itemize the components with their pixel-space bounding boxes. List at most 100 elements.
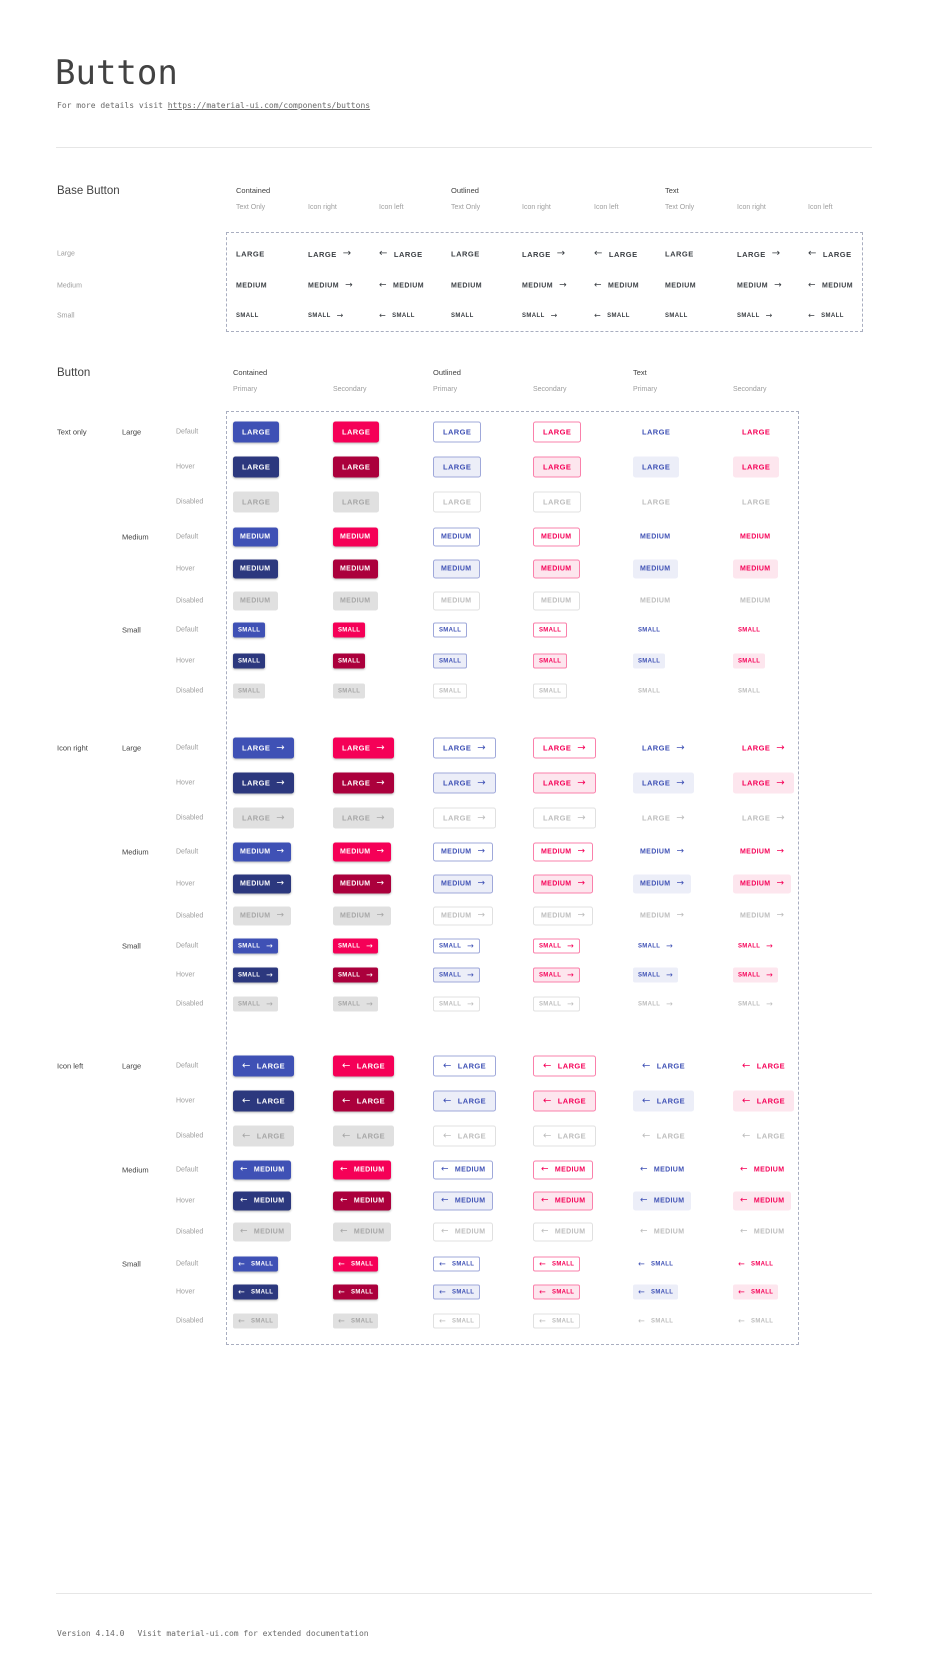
icon-left-contained-primary-large-hover-button[interactable]: ← LARGE [233, 1090, 295, 1112]
icon-left-outlined-primary-medium-default-button[interactable]: ← MEDIUM [433, 1160, 494, 1180]
base-contained-text-only-small-button[interactable]: SMALL [236, 313, 259, 319]
icon-left-contained-secondary-medium-disabled-button[interactable]: ← MEDIUM [333, 1222, 392, 1242]
base-contained-text-only-medium-button[interactable]: MEDIUM [236, 283, 267, 290]
base-contained-text-only-large-button[interactable]: LARGE [236, 250, 265, 259]
text-only-outlined-primary-large-hover-button[interactable]: LARGE [433, 456, 482, 478]
text-only-outlined-secondary-large-disabled-button[interactable]: LARGE [533, 491, 582, 513]
icon-left-contained-primary-medium-disabled-button[interactable]: ← MEDIUM [233, 1222, 292, 1242]
icon-left-contained-primary-medium-default-button[interactable]: ← MEDIUM [233, 1160, 292, 1180]
text-only-contained-secondary-large-default-button[interactable]: LARGE [333, 421, 380, 443]
base-outlined-text-only-medium-button[interactable]: MEDIUM [451, 283, 482, 290]
text-only-contained-primary-large-hover-button[interactable]: LARGE [233, 456, 280, 478]
icon-right-outlined-secondary-large-default-button[interactable]: LARGE → [533, 737, 597, 759]
base-text-text-only-small-button[interactable]: SMALL [665, 313, 688, 319]
icon-right-contained-primary-medium-hover-button[interactable]: MEDIUM → [233, 874, 292, 894]
icon-left-contained-secondary-large-hover-button[interactable]: ← LARGE [333, 1090, 395, 1112]
icon-left-contained-secondary-medium-hover-button[interactable]: ← MEDIUM [333, 1191, 392, 1211]
text-only-contained-primary-large-disabled-button[interactable]: LARGE [233, 491, 280, 513]
icon-left-text-secondary-large-default-button[interactable]: ← LARGE [733, 1056, 794, 1077]
icon-left-contained-primary-small-default-button[interactable]: ← SMALL [233, 1256, 279, 1272]
icon-right-outlined-primary-small-default-button[interactable]: SMALL → [433, 938, 481, 954]
icon-left-outlined-secondary-small-default-button[interactable]: ← SMALL [533, 1256, 581, 1272]
text-only-text-primary-large-hover-button[interactable]: LARGE [633, 456, 680, 478]
icon-right-outlined-primary-large-hover-button[interactable]: LARGE → [433, 772, 497, 794]
text-only-outlined-secondary-medium-default-button[interactable]: MEDIUM [533, 527, 580, 547]
icon-left-contained-secondary-medium-default-button[interactable]: ← MEDIUM [333, 1160, 392, 1180]
icon-right-text-secondary-large-default-button[interactable]: LARGE → [733, 738, 794, 759]
icon-right-text-secondary-small-hover-button[interactable]: SMALL → [733, 967, 779, 983]
icon-right-contained-secondary-large-default-button[interactable]: LARGE → [333, 737, 395, 759]
text-only-text-secondary-medium-disabled-button[interactable]: MEDIUM [733, 592, 778, 611]
text-only-text-secondary-small-disabled-button[interactable]: SMALL [733, 684, 765, 699]
text-only-text-primary-large-disabled-button[interactable]: LARGE [633, 492, 679, 513]
text-only-text-primary-medium-disabled-button[interactable]: MEDIUM [633, 592, 678, 611]
text-only-text-secondary-small-hover-button[interactable]: SMALL [733, 653, 766, 669]
text-only-text-primary-small-default-button[interactable]: SMALL [633, 623, 665, 638]
icon-left-contained-primary-small-hover-button[interactable]: ← SMALL [233, 1284, 279, 1300]
icon-right-text-primary-medium-default-button[interactable]: MEDIUM → [633, 843, 691, 862]
icon-right-outlined-primary-medium-disabled-button[interactable]: MEDIUM → [433, 906, 494, 926]
icon-right-text-secondary-medium-hover-button[interactable]: MEDIUM → [733, 874, 792, 894]
icon-left-outlined-secondary-small-hover-button[interactable]: ← SMALL [533, 1284, 581, 1300]
icon-right-text-secondary-small-default-button[interactable]: SMALL → [733, 939, 778, 954]
text-only-outlined-primary-large-disabled-button[interactable]: LARGE [433, 491, 482, 513]
text-only-outlined-secondary-small-default-button[interactable]: SMALL [533, 622, 568, 638]
base-contained-icon-left-medium-button[interactable]: ← MEDIUM [379, 281, 424, 291]
icon-left-outlined-primary-large-disabled-button[interactable]: ← LARGE [433, 1125, 497, 1147]
icon-left-outlined-secondary-large-disabled-button[interactable]: ← LARGE [533, 1125, 597, 1147]
text-only-contained-primary-medium-default-button[interactable]: MEDIUM [233, 527, 278, 547]
base-outlined-icon-right-medium-button[interactable]: MEDIUM → [522, 281, 567, 291]
icon-left-text-primary-large-disabled-button[interactable]: ← LARGE [633, 1126, 694, 1147]
icon-left-text-secondary-medium-hover-button[interactable]: ← MEDIUM [733, 1191, 792, 1211]
icon-left-text-secondary-small-hover-button[interactable]: ← SMALL [733, 1284, 779, 1300]
icon-right-contained-primary-large-disabled-button[interactable]: LARGE → [233, 807, 295, 829]
icon-right-outlined-secondary-medium-default-button[interactable]: MEDIUM → [533, 842, 594, 862]
icon-right-outlined-primary-small-hover-button[interactable]: SMALL → [433, 967, 481, 983]
icon-right-text-secondary-medium-disabled-button[interactable]: MEDIUM → [733, 907, 791, 926]
icon-right-outlined-secondary-medium-hover-button[interactable]: MEDIUM → [533, 874, 594, 894]
icon-left-outlined-primary-medium-disabled-button[interactable]: ← MEDIUM [433, 1222, 494, 1242]
text-only-outlined-primary-small-hover-button[interactable]: SMALL [433, 653, 468, 669]
text-only-text-secondary-large-disabled-button[interactable]: LARGE [733, 492, 779, 513]
icon-right-outlined-secondary-small-disabled-button[interactable]: SMALL → [533, 996, 581, 1012]
icon-right-outlined-primary-medium-default-button[interactable]: MEDIUM → [433, 842, 494, 862]
icon-right-outlined-secondary-large-hover-button[interactable]: LARGE → [533, 772, 597, 794]
icon-left-text-primary-medium-disabled-button[interactable]: ← MEDIUM [633, 1223, 691, 1242]
text-only-text-secondary-large-hover-button[interactable]: LARGE [733, 456, 780, 478]
text-only-outlined-primary-large-default-button[interactable]: LARGE [433, 421, 482, 443]
text-only-contained-secondary-medium-disabled-button[interactable]: MEDIUM [333, 591, 378, 611]
text-only-outlined-primary-medium-disabled-button[interactable]: MEDIUM [433, 591, 480, 611]
icon-right-text-primary-small-disabled-button[interactable]: SMALL → [633, 997, 678, 1012]
icon-left-outlined-primary-small-hover-button[interactable]: ← SMALL [433, 1284, 481, 1300]
base-outlined-icon-right-small-button[interactable]: SMALL → [522, 312, 558, 320]
icon-right-text-primary-large-disabled-button[interactable]: LARGE → [633, 808, 694, 829]
text-only-text-primary-large-default-button[interactable]: LARGE [633, 422, 679, 443]
text-only-outlined-primary-small-disabled-button[interactable]: SMALL [433, 683, 468, 699]
icon-left-text-secondary-small-default-button[interactable]: ← SMALL [733, 1257, 778, 1272]
text-only-contained-primary-small-hover-button[interactable]: SMALL [233, 653, 266, 669]
base-text-icon-left-medium-button[interactable]: ← MEDIUM [808, 281, 853, 291]
text-only-outlined-primary-small-default-button[interactable]: SMALL [433, 622, 468, 638]
icon-left-outlined-primary-large-hover-button[interactable]: ← LARGE [433, 1090, 497, 1112]
text-only-contained-secondary-medium-default-button[interactable]: MEDIUM [333, 527, 378, 547]
icon-right-outlined-primary-medium-hover-button[interactable]: MEDIUM → [433, 874, 494, 894]
text-only-contained-primary-small-disabled-button[interactable]: SMALL [233, 683, 266, 699]
text-only-outlined-secondary-small-hover-button[interactable]: SMALL [533, 653, 568, 669]
icon-right-text-secondary-large-disabled-button[interactable]: LARGE → [733, 808, 794, 829]
icon-left-outlined-secondary-small-disabled-button[interactable]: ← SMALL [533, 1313, 581, 1329]
icon-right-text-secondary-medium-default-button[interactable]: MEDIUM → [733, 843, 791, 862]
text-only-contained-secondary-small-disabled-button[interactable]: SMALL [333, 683, 366, 699]
icon-right-contained-primary-medium-disabled-button[interactable]: MEDIUM → [233, 906, 292, 926]
text-only-outlined-secondary-medium-hover-button[interactable]: MEDIUM [533, 559, 580, 579]
icon-left-text-primary-medium-hover-button[interactable]: ← MEDIUM [633, 1191, 692, 1211]
base-text-text-only-medium-button[interactable]: MEDIUM [665, 283, 696, 290]
base-text-text-only-large-button[interactable]: LARGE [665, 250, 694, 259]
icon-left-text-secondary-medium-disabled-button[interactable]: ← MEDIUM [733, 1223, 791, 1242]
icon-right-outlined-secondary-small-hover-button[interactable]: SMALL → [533, 967, 581, 983]
icon-left-outlined-secondary-medium-disabled-button[interactable]: ← MEDIUM [533, 1222, 594, 1242]
text-only-text-secondary-medium-hover-button[interactable]: MEDIUM [733, 559, 778, 579]
base-outlined-text-only-large-button[interactable]: LARGE [451, 250, 480, 259]
base-text-icon-right-medium-button[interactable]: MEDIUM → [737, 281, 782, 291]
icon-right-contained-secondary-large-disabled-button[interactable]: LARGE → [333, 807, 395, 829]
text-only-outlined-secondary-medium-disabled-button[interactable]: MEDIUM [533, 591, 580, 611]
